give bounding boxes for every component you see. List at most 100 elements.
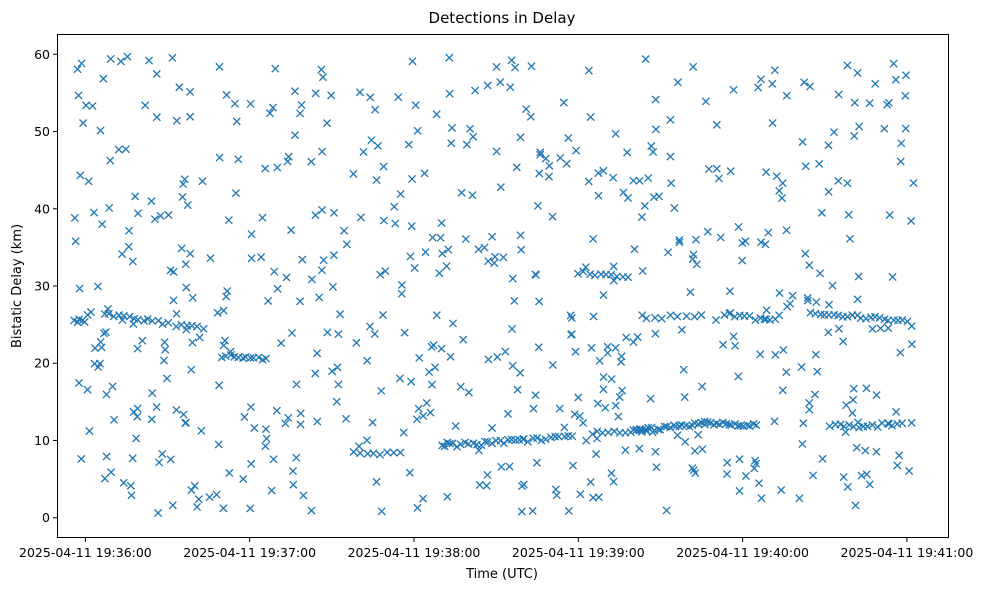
y-tick-label: 10 [34, 433, 50, 448]
data-point [533, 201, 542, 210]
data-point [179, 410, 188, 419]
data-point [370, 329, 379, 338]
data-point [718, 340, 728, 349]
data-point [698, 382, 707, 391]
data-point [172, 405, 181, 414]
data-point [609, 262, 618, 271]
data-point [584, 66, 593, 75]
data-point [172, 116, 181, 125]
data-point [153, 508, 163, 518]
data-point [651, 95, 660, 104]
data-point [315, 293, 324, 302]
data-point [307, 157, 316, 166]
data-point [797, 363, 806, 372]
data-point [220, 336, 230, 345]
data-point [898, 419, 907, 428]
data-point [907, 216, 916, 226]
data-point [896, 348, 905, 357]
data-point [611, 401, 620, 410]
data-point [432, 311, 441, 320]
data-point [526, 112, 535, 121]
data-point [271, 64, 280, 73]
data-point [71, 237, 80, 246]
data-point [670, 203, 679, 213]
data-point [102, 452, 111, 461]
data-point [426, 408, 435, 417]
data-point [317, 65, 326, 74]
data-point [183, 201, 192, 210]
data-point [805, 405, 814, 414]
data-point [98, 220, 107, 229]
data-point [729, 85, 738, 94]
data-point [839, 472, 848, 482]
data-point [534, 343, 543, 352]
data-point [675, 238, 684, 247]
data-point [892, 407, 901, 416]
data-point [548, 360, 557, 369]
data-point [644, 173, 653, 183]
data-point [172, 322, 181, 331]
data-point [421, 248, 430, 257]
data-point [909, 178, 918, 188]
data-point [579, 267, 588, 276]
data-point [356, 213, 366, 222]
data-point [555, 404, 564, 413]
x-tick-label: 2025-04-11 19:38:00 [348, 545, 481, 560]
data-point [397, 289, 406, 298]
data-point [690, 446, 699, 455]
data-point [447, 123, 457, 132]
data-point [129, 319, 138, 329]
data-point [812, 298, 821, 307]
data-point [768, 118, 777, 128]
data-point [93, 282, 103, 291]
data-point [89, 208, 99, 217]
data-point [770, 417, 779, 426]
data-point [465, 124, 475, 133]
data-point [373, 141, 382, 150]
data-point [623, 148, 632, 157]
data-point [396, 448, 405, 457]
data-point [865, 99, 874, 108]
data-point [367, 136, 376, 145]
data-point [412, 415, 421, 424]
data-point [186, 249, 195, 258]
data-point [188, 293, 197, 302]
data-point [805, 398, 814, 407]
data-point [292, 380, 301, 389]
x-axis: 2025-04-11 19:36:00 2025-04-11 19:37:00 20… [19, 537, 973, 560]
data-point [445, 439, 454, 448]
data-point [284, 152, 293, 161]
data-point [438, 441, 447, 450]
data-point [474, 245, 483, 254]
data-point [379, 162, 388, 171]
data-point [443, 492, 452, 501]
data-point [400, 328, 409, 337]
data-point [178, 192, 187, 202]
data-point [427, 380, 437, 389]
data-point [824, 328, 833, 337]
data-point [262, 434, 271, 443]
data-point [638, 266, 647, 275]
data-point [504, 435, 513, 444]
data-point [703, 227, 712, 236]
data-point [901, 71, 911, 80]
data-point [125, 312, 134, 321]
data-point [322, 119, 332, 128]
data-point [105, 203, 114, 212]
data-point [609, 173, 618, 182]
data-point [290, 131, 300, 140]
data-point [651, 447, 660, 456]
data-point [745, 421, 754, 430]
data-point [635, 444, 644, 453]
x-tick-label: 2025-04-11 19:40:00 [676, 545, 809, 560]
data-point [573, 269, 583, 278]
data-point [795, 494, 804, 503]
data-point [697, 310, 706, 320]
data-point [307, 275, 316, 284]
data-point [179, 180, 188, 189]
data-point [711, 316, 721, 325]
data-point [531, 270, 541, 280]
x-tick-label: 2025-04-11 19:41:00 [841, 545, 974, 560]
data-point [629, 425, 638, 435]
data-point [589, 234, 598, 243]
